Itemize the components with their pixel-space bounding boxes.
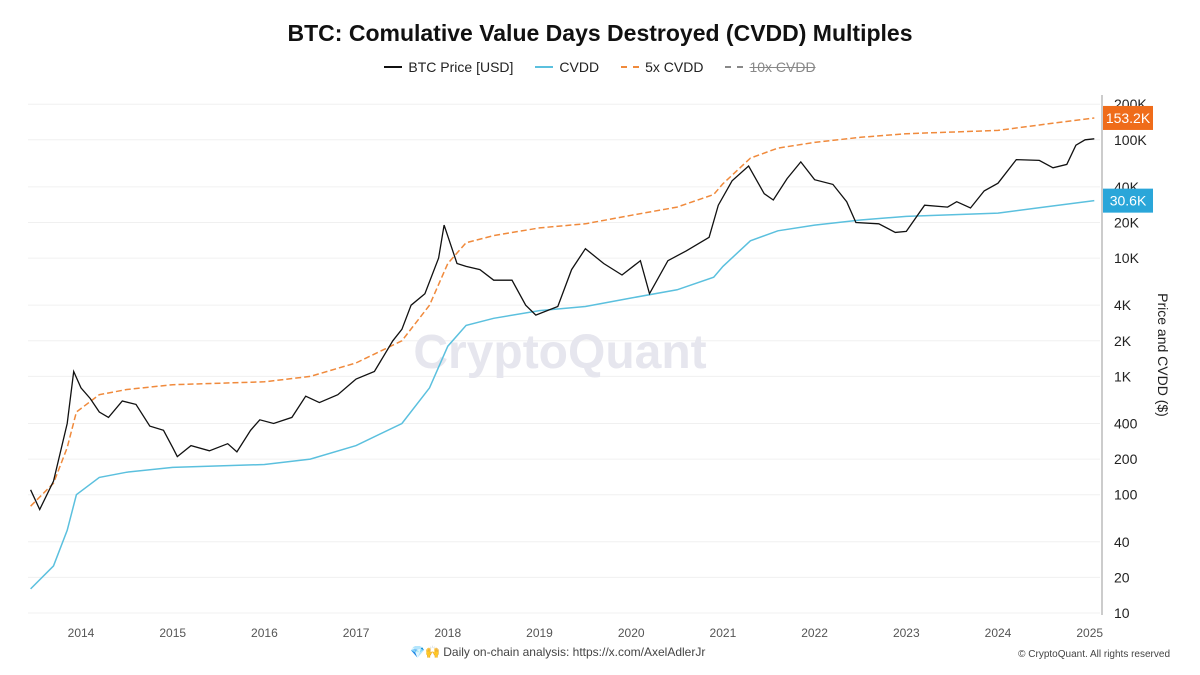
y-axis-label: Price and CVDD ($) <box>1155 293 1171 417</box>
y-tick-label: 2K <box>1114 333 1132 349</box>
x-tick-label: 2023 <box>893 626 920 640</box>
copyright: © CryptoQuant. All rights reserved <box>1018 649 1170 660</box>
legend: BTC Price [USD] CVDD 5x CVDD 10x CVDD <box>0 59 1200 75</box>
x-tick-label: 2017 <box>343 626 370 640</box>
y-tick-label: 10 <box>1114 605 1130 621</box>
footer: 💎🙌 Daily on-chain analysis: https://x.co… <box>410 645 705 659</box>
y-tick-label: 10K <box>1114 250 1140 266</box>
legend-item-5x-cvdd[interactable]: 5x CVDD <box>621 59 703 75</box>
cvdd-last-value: 30.6K <box>1110 193 1147 209</box>
chart-title: BTC: Comulative Value Days Destroyed (CV… <box>287 20 913 46</box>
footer-text: Daily on-chain analysis: <box>443 645 573 659</box>
y-tick-label: 400 <box>1114 415 1138 431</box>
legend-item-btc-price[interactable]: BTC Price [USD] <box>384 59 513 75</box>
watermark: CryptoQuant <box>413 326 706 379</box>
legend-label: 10x CVDD <box>749 59 816 75</box>
cvdd-5x-line <box>30 117 1095 507</box>
cvdd-line <box>30 199 1095 590</box>
5x-cvdd-last-value: 153.2K <box>1106 110 1151 126</box>
cvdd-last-value-bg <box>1103 188 1153 213</box>
x-tick-label: 2016 <box>251 626 278 640</box>
x-tick-label: 2022 <box>801 626 828 640</box>
legend-item-10x-cvdd[interactable]: 10x CVDD <box>725 59 816 75</box>
legend-swatch <box>384 66 403 68</box>
legend-label: BTC Price [USD] <box>408 59 514 75</box>
legend-swatch <box>725 66 744 68</box>
x-tick-label: 2025 <box>1076 626 1103 640</box>
x-tick-label: 2019 <box>526 626 553 640</box>
y-tick-label: 40 <box>1114 534 1130 550</box>
x-tick-label: 2018 <box>434 626 461 640</box>
diamond-hands-icon: 💎🙌 <box>410 645 440 659</box>
footer-link[interactable]: https://x.com/AxelAdlerJr <box>572 645 706 659</box>
x-tick-label: 2021 <box>710 626 737 640</box>
btc-price-line <box>30 138 1095 512</box>
y-tick-label: 4K <box>1114 297 1132 313</box>
5x-cvdd-last-value-bg <box>1103 105 1153 130</box>
y-tick-label: 20K <box>1114 214 1140 230</box>
x-tick-label: 2020 <box>618 626 645 640</box>
x-tick-label: 2015 <box>159 626 186 640</box>
y-tick-label: 200 <box>1114 451 1138 467</box>
y-tick-label: 100K <box>1114 132 1147 148</box>
x-tick-label: 2014 <box>68 626 95 640</box>
y-tick-label: 20 <box>1114 569 1130 585</box>
legend-swatch <box>535 66 554 68</box>
legend-label: 5x CVDD <box>645 59 704 75</box>
y-tick-label: 100 <box>1114 487 1138 503</box>
y-tick-label: 1K <box>1114 368 1132 384</box>
legend-item-cvdd[interactable]: CVDD <box>535 59 599 75</box>
legend-label: CVDD <box>559 59 600 75</box>
x-tick-label: 2024 <box>985 626 1012 640</box>
legend-swatch <box>621 66 640 68</box>
